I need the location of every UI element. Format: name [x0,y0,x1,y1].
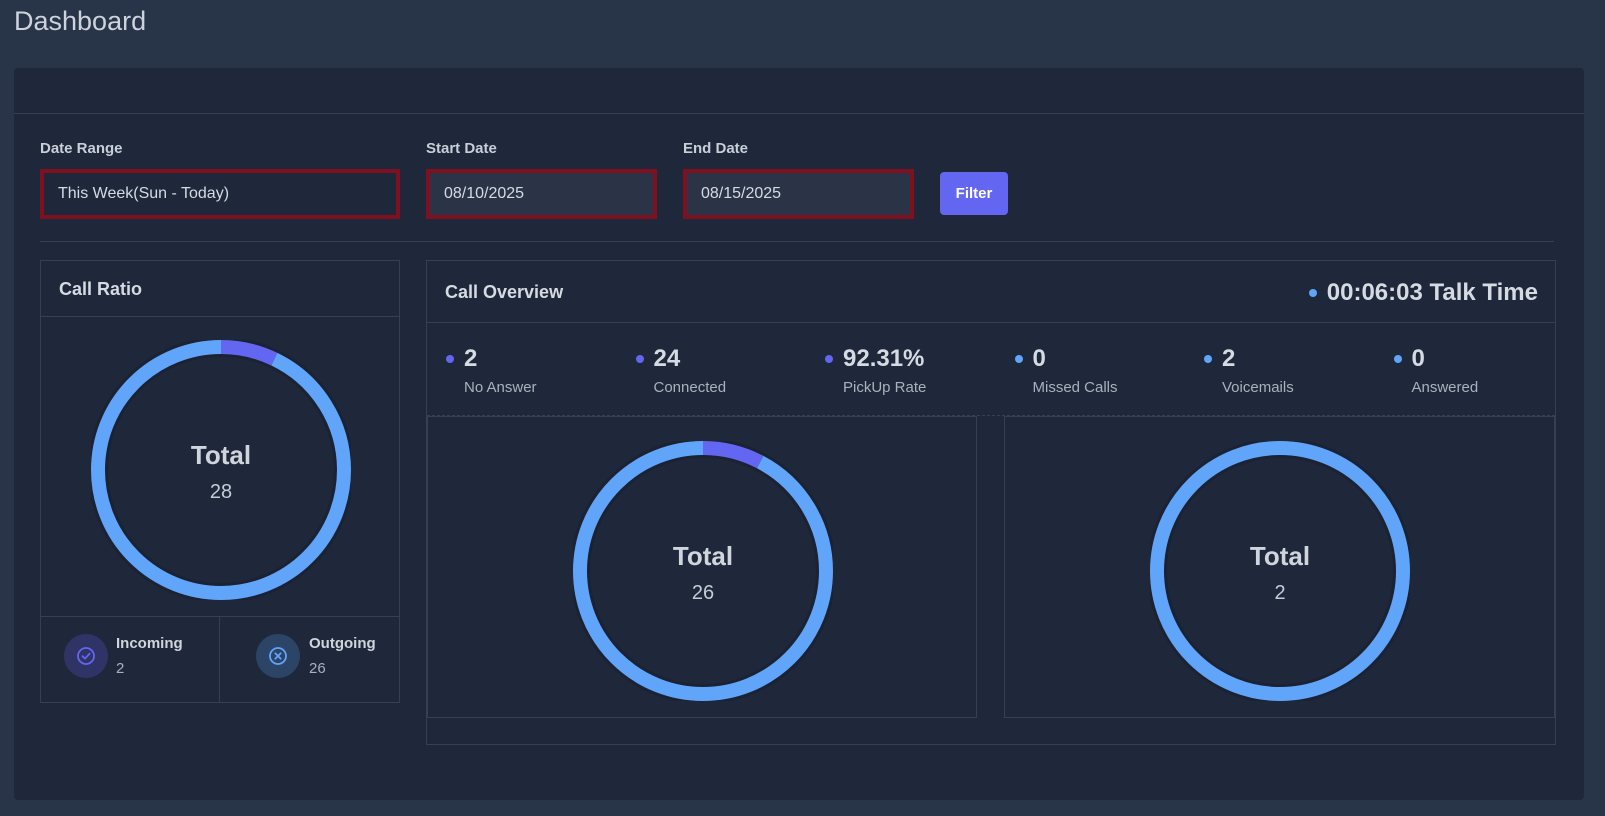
donut-segment [1150,441,1410,701]
voicemail-chart-panel [1004,416,1555,718]
outgoing-label: Outgoing [309,635,376,652]
overview-left-total-label: Total [672,541,734,571]
stats-divider [427,415,1555,416]
stat-label: No Answer [464,379,537,396]
stat-dot [825,355,833,363]
stat-value: 2 [446,345,477,373]
check-circle-icon [64,634,108,678]
start-date-input[interactable]: 08/10/2025 [426,169,657,219]
call-ratio-title: Call Ratio [59,279,143,299]
stat-label: Connected [653,379,727,396]
card-header [14,68,1584,114]
call-overview-title: Call Overview [445,282,564,302]
call-ratio-total-value: 28 [209,481,233,503]
stat-dot [1014,355,1023,363]
stat-number: 0 [1032,345,1046,372]
overview-right-total-value: 2 [1274,582,1286,604]
stat-value: 92.31% [825,345,924,373]
stat-value: 0 [1014,345,1046,373]
stat-dot [635,355,644,363]
dashboard-card: Date Range This Week(Sun - Today) Start … [14,68,1584,800]
call-overview-panel [426,260,1556,745]
call-ratio-legend-separator [219,616,220,702]
overview-right-total: Total 2 [1180,541,1380,605]
stat-value: 24 [635,345,681,373]
overview-left-total-value: 26 [691,582,715,604]
call-ratio-total: Total 28 [121,440,321,504]
stat-dot [1204,355,1212,363]
stat-number: 2 [1222,345,1236,372]
page-title: Dashboard [14,6,147,36]
call-ratio-panel [40,260,400,703]
date-range-label: Date Range [40,140,123,157]
incoming-value: 2 [116,660,125,677]
stat-number: 2 [464,345,478,372]
outgoing-value: 26 [309,660,326,677]
stat-label: PickUp Rate [843,379,927,396]
talk-time: 00:06:03 Talk Time [1308,279,1538,307]
stat-number: 0 [1411,345,1425,372]
divider [40,241,1554,242]
talk-time-value: 00:06:03 Talk Time [1326,279,1538,306]
call-overview-donut-left [573,441,833,701]
overview-left-total: Total 26 [603,541,803,605]
stat-number: 24 [653,345,681,372]
stat-dot [446,355,454,363]
end-date-label: End Date [683,140,749,157]
end-date-input[interactable]: 08/15/2025 [683,169,914,219]
date-range-select[interactable]: This Week(Sun - Today) [40,169,400,219]
incoming-label: Incoming [116,635,183,652]
donut-segment [573,441,833,701]
filter-button[interactable]: Filter [940,172,1008,215]
stat-dot [1393,355,1402,363]
stat-label: Answered [1411,379,1479,396]
talk-time-dot [1308,289,1317,297]
stat-label: Voicemails [1222,379,1294,396]
x-circle-icon [256,634,300,678]
call-overview-header-divider [427,322,1555,323]
overview-right-total-label: Total [1249,541,1311,571]
donut-segment [91,340,351,600]
call-ratio-total-label: Total [190,440,252,470]
stat-label: Missed Calls [1032,379,1118,396]
call-ratio-donut [91,340,351,600]
call-ratio-legend-divider [41,616,399,617]
call-overview-donut-right [1150,441,1410,701]
call-ratio-header-divider [41,316,399,317]
stat-number: 92.31% [843,345,925,372]
start-date-label: Start Date [426,140,497,157]
connected-chart-panel [427,416,977,718]
stat-value: 0 [1393,345,1425,373]
stat-value: 2 [1204,345,1235,373]
